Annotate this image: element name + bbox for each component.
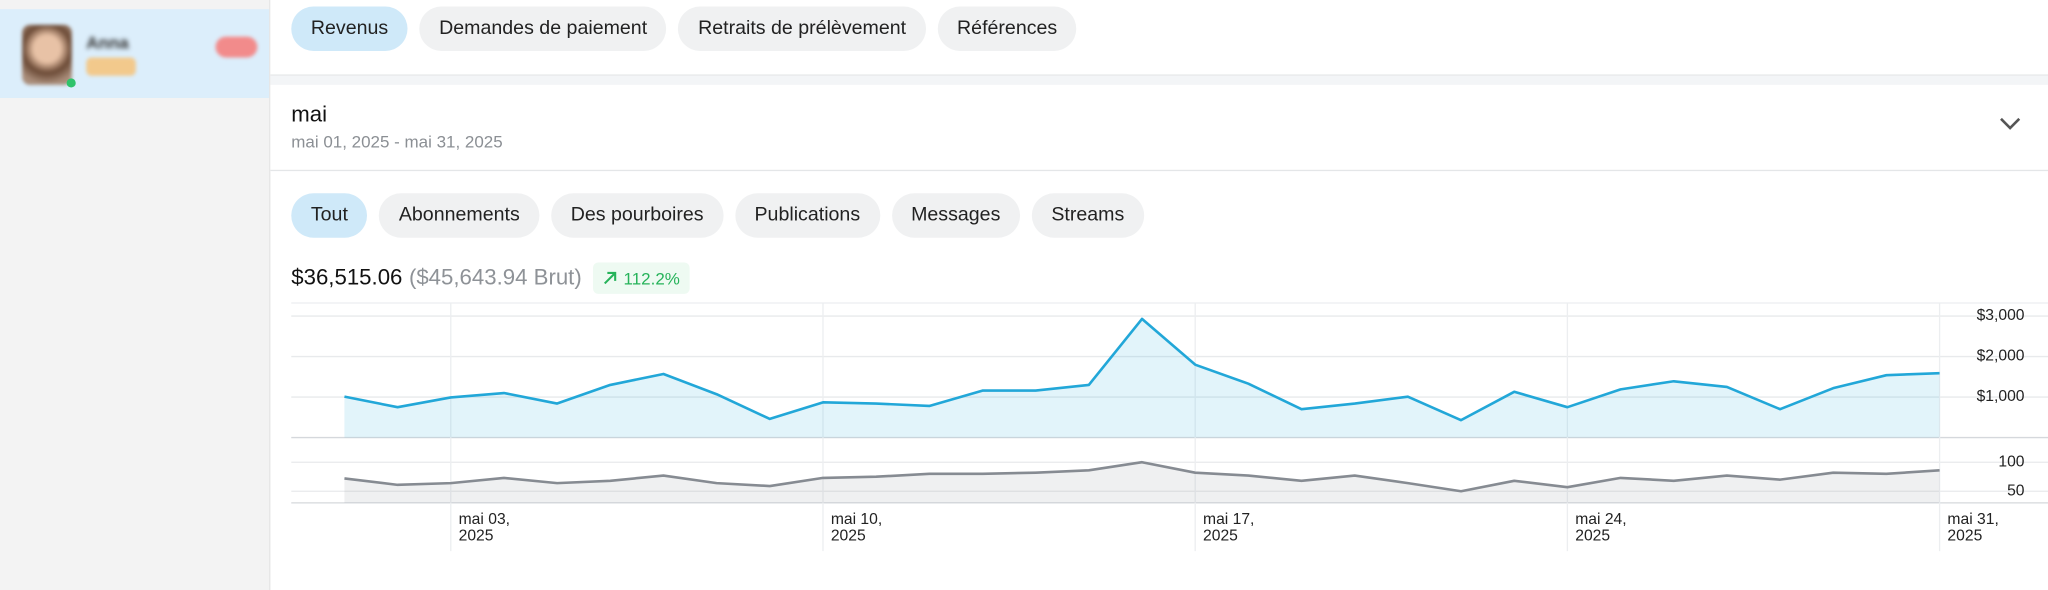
gross-amount: ($45,643.94 Brut) (408, 265, 582, 290)
y-tick-label: $3,000 (1977, 307, 2025, 324)
filter-chip[interactable]: Messages (891, 193, 1020, 238)
period-range: mai 01, 2025 - mai 31, 2025 (291, 131, 503, 152)
change-value: 112.2% (623, 268, 680, 288)
line (344, 317, 1940, 422)
online-dot (66, 78, 76, 88)
period-title: mai (291, 101, 328, 127)
period-selector[interactable]: mai mai 01, 2025 - mai 31, 2025 (270, 84, 2048, 172)
tab[interactable]: Références (937, 6, 1077, 51)
tab[interactable]: Retraits de prélèvement (678, 6, 926, 51)
tab[interactable]: Demandes de paiement (419, 6, 667, 51)
x-tick-label: mai 31, 2025 (1947, 509, 1999, 545)
filters: Tout Abonnements Des pourboires Publication… (291, 193, 1144, 238)
line (344, 460, 1940, 493)
arrow-icon (604, 271, 617, 285)
filter-chip[interactable]: Abonnements (379, 193, 540, 238)
divider (270, 75, 2048, 85)
y-tick-label: 100 (1998, 453, 2024, 470)
x-tick-label: mai 10, 2025 (830, 509, 883, 545)
x-tick-label: mai 24, 2025 (1575, 509, 1627, 545)
y-tick-label: 50 (2007, 482, 2025, 499)
plot-background (291, 303, 1940, 438)
filter-chip[interactable]: Publications (734, 193, 880, 238)
y-tick-label: $1,000 (1977, 388, 2025, 405)
change-badge: 112.2% (593, 262, 690, 294)
avatar (22, 24, 72, 85)
summary: $36,515.06 ($45,643.94 Brut) 112.2% (291, 262, 690, 294)
x-tick-label: mai 03, 2025 (458, 509, 511, 545)
filter-chip[interactable]: Streams (1031, 193, 1144, 238)
tab[interactable]: Revenus (291, 6, 408, 51)
tabs: Revenus Demandes de paiement Retraits de p… (291, 6, 1077, 51)
user-name: Anna (86, 32, 129, 53)
chevron (2000, 117, 2021, 130)
user-item[interactable]: Anna (0, 9, 270, 98)
notification-badge (215, 36, 258, 58)
y-tick-label: $2,000 (1977, 348, 2025, 365)
user-badge (86, 57, 136, 76)
top-bar: Revenus Demandes de paiement Retraits de p… (270, 0, 2048, 76)
filter-chip[interactable]: Tout (291, 193, 368, 238)
area (344, 462, 1940, 503)
net-amount: $36,515.06 (291, 265, 403, 290)
sidebar: Anna (0, 0, 271, 590)
filter-chip[interactable]: Des pourboires (551, 193, 724, 238)
x-tick-label: mai 17, 2025 (1203, 509, 1255, 545)
